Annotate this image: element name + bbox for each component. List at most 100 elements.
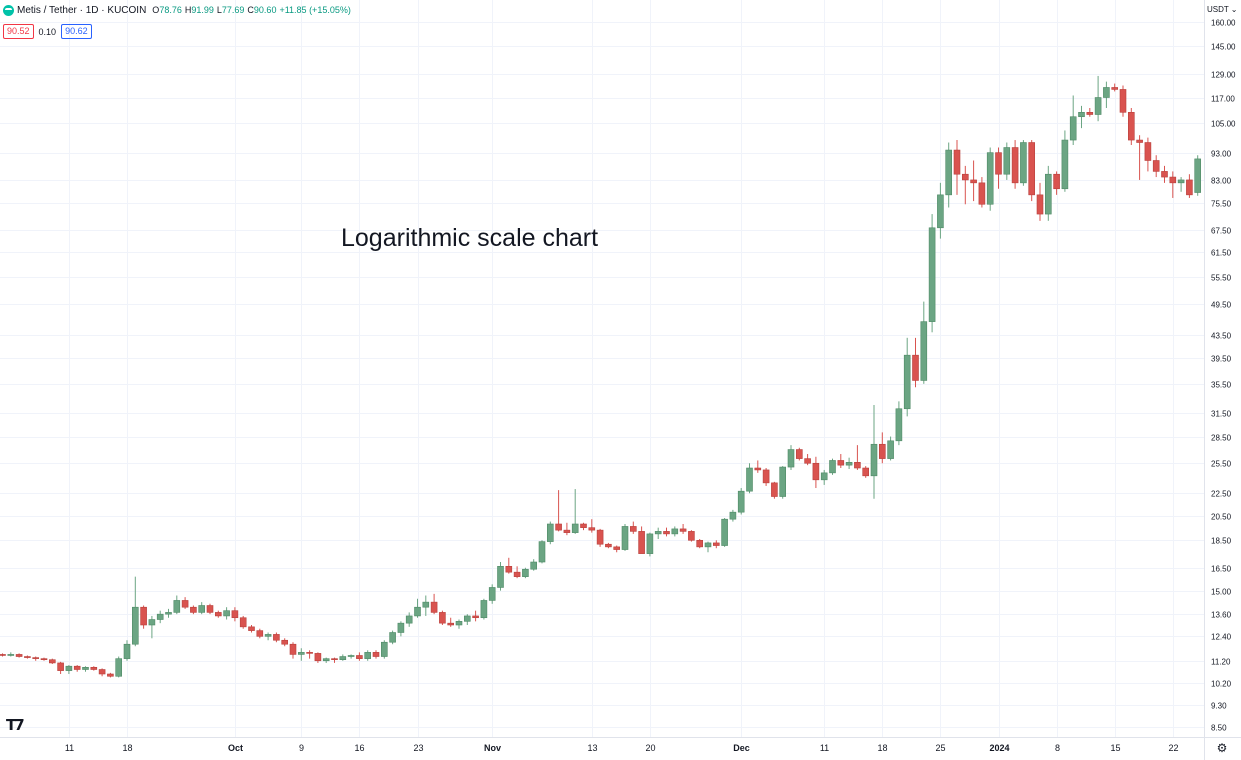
candle-body — [380, 641, 388, 657]
candle-body — [422, 601, 430, 608]
y-tick-label: 8.50 — [1211, 724, 1227, 733]
candle-body — [32, 657, 40, 659]
candle-body — [945, 149, 953, 196]
candle — [306, 650, 313, 659]
candle-body — [605, 543, 612, 548]
spread-value: 0.10 — [38, 26, 57, 37]
candle-body — [156, 613, 164, 620]
candle — [937, 182, 944, 239]
change-value: +11.85 (+15.05%) — [279, 5, 351, 15]
chevron-down-icon: ⌄ — [1230, 5, 1238, 14]
candle — [945, 142, 953, 208]
candle-body — [455, 621, 463, 626]
ohlc-values: O78.76 H91.99 L77.69 C90.60 +11.85 (+15.… — [152, 5, 351, 15]
y-tick-label: 117.00 — [1211, 95, 1235, 104]
x-tick-label: 22 — [1168, 743, 1178, 753]
candle-body — [638, 531, 645, 554]
candle-body — [546, 523, 554, 542]
y-tick-label: 18.50 — [1211, 537, 1232, 546]
candle-body — [389, 632, 396, 643]
candle — [588, 519, 596, 533]
candle-body — [181, 600, 189, 608]
candle-body — [1078, 112, 1085, 118]
y-tick-label: 35.50 — [1211, 381, 1232, 390]
candle — [0, 653, 6, 657]
candle — [181, 597, 189, 609]
candle-body — [57, 662, 64, 671]
open-label: O — [152, 5, 160, 15]
candle-body — [1053, 173, 1060, 190]
candle — [430, 593, 438, 615]
candle — [795, 447, 803, 461]
candle-body — [646, 533, 654, 554]
candle — [530, 559, 538, 571]
candle-body — [1103, 87, 1110, 98]
buy-price-button[interactable]: 90.62 — [61, 24, 92, 39]
candle-body — [48, 659, 56, 664]
candle — [57, 661, 64, 674]
candle — [903, 337, 911, 417]
y-tick-label: 93.00 — [1211, 150, 1232, 159]
candle — [1053, 171, 1060, 195]
candle — [322, 657, 330, 663]
y-tick-label: 11.20 — [1211, 658, 1231, 667]
x-tick-label: Oct — [228, 743, 243, 753]
candle — [854, 445, 861, 470]
candle-body — [679, 528, 687, 532]
y-tick-label: 43.50 — [1211, 332, 1232, 341]
candle — [82, 666, 89, 672]
candle-body — [845, 462, 853, 466]
currency-selector[interactable]: USDT ⌄ — [1207, 5, 1237, 14]
candle-body — [397, 622, 405, 633]
candle-body — [15, 654, 23, 657]
candle — [1186, 174, 1193, 198]
candle — [1011, 140, 1019, 189]
tradingview-logo-icon[interactable]: T7 — [6, 716, 25, 734]
candle-body — [198, 605, 205, 613]
candle — [870, 405, 878, 499]
candle — [646, 532, 654, 557]
symbol-title[interactable]: Metis / Tether · 1D · KUCOIN — [17, 4, 147, 16]
candle-body — [937, 194, 944, 229]
candle — [231, 607, 239, 622]
candle — [986, 147, 994, 211]
candle — [215, 610, 222, 618]
gear-icon[interactable]: ⚙ — [1216, 741, 1228, 755]
candle — [737, 488, 745, 515]
candle-body — [339, 656, 347, 661]
candle — [804, 454, 811, 466]
candle-body — [729, 511, 737, 520]
x-tick-label: Dec — [733, 743, 750, 753]
x-tick-label: 18 — [122, 743, 132, 753]
candle — [297, 648, 305, 661]
candle — [73, 665, 81, 672]
candle — [663, 527, 670, 537]
candle — [140, 605, 147, 629]
candle-body — [704, 542, 712, 548]
candle — [679, 523, 687, 534]
y-tick-label: 31.50 — [1211, 410, 1232, 419]
candle-body — [0, 654, 6, 656]
candle-body — [24, 656, 31, 658]
candle-body — [779, 466, 787, 497]
candle-body — [746, 467, 753, 492]
high-value: 91.99 — [191, 5, 214, 15]
candle-body — [1069, 116, 1077, 141]
x-tick-label: Nov — [484, 743, 501, 753]
candle — [256, 628, 264, 639]
candle-body — [480, 600, 488, 619]
candle — [746, 463, 753, 494]
x-tick-label: 16 — [354, 743, 364, 753]
sell-price-button[interactable]: 90.52 — [3, 24, 34, 39]
candle-body — [513, 571, 521, 577]
candle-body — [439, 612, 446, 624]
candle — [372, 650, 380, 659]
candle — [223, 607, 230, 620]
candle — [862, 466, 870, 478]
candle-body — [414, 606, 421, 617]
candle-body — [1011, 147, 1019, 184]
candle — [1061, 130, 1069, 192]
candle-body — [787, 449, 795, 468]
candle-body — [696, 539, 704, 548]
